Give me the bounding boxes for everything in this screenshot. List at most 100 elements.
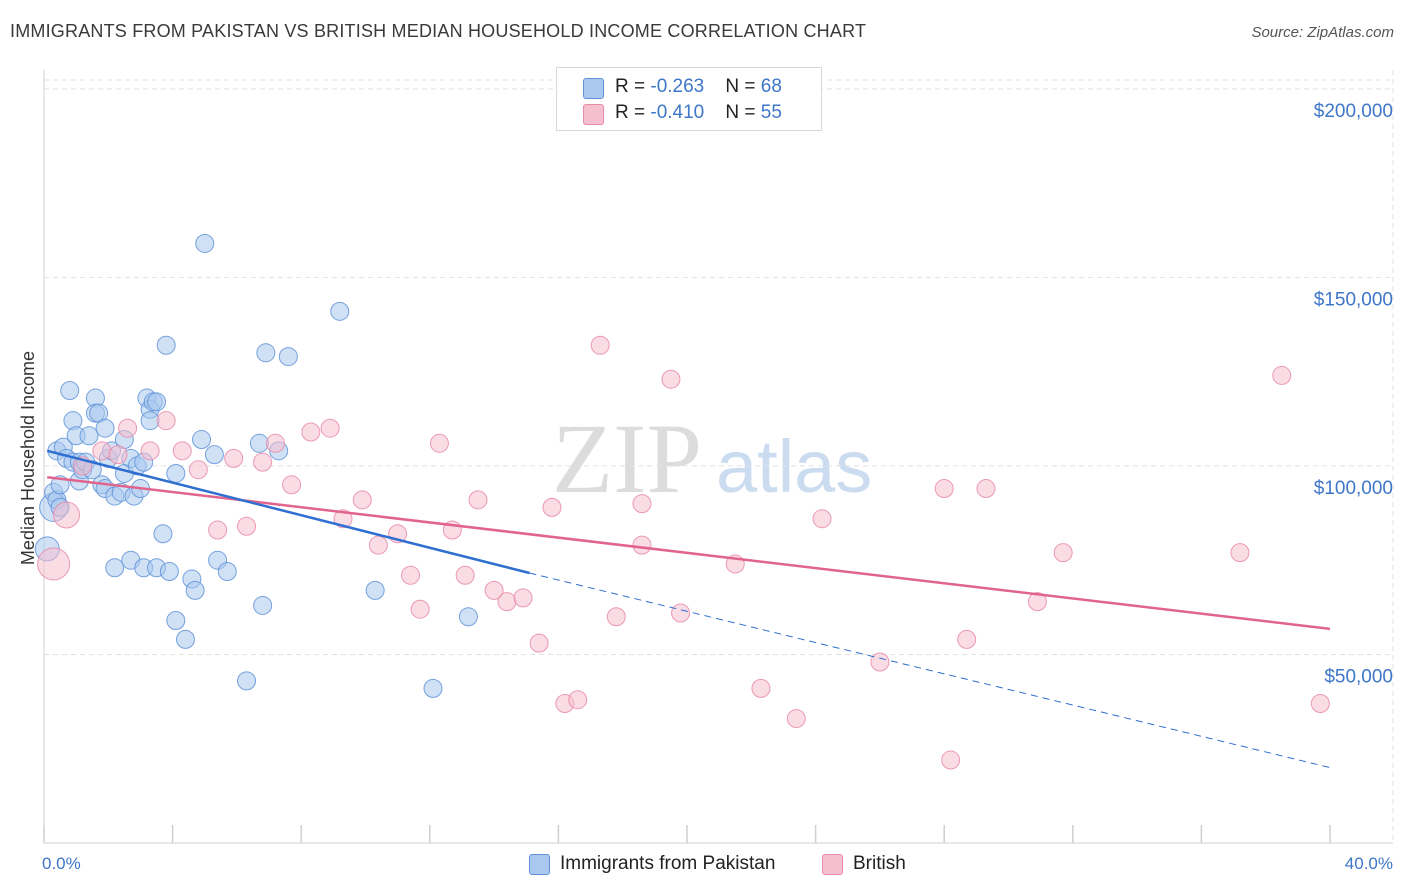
chart-title: IMMIGRANTS FROM PAKISTAN VS BRITISH MEDI… — [10, 21, 867, 41]
legend-swatch-blue — [529, 854, 550, 875]
british-point — [934, 479, 954, 499]
trend-lines — [46, 449, 1331, 769]
british-point — [429, 433, 449, 453]
legend-swatch-pink — [822, 854, 843, 875]
pakistan-point — [249, 433, 269, 453]
british-point — [37, 547, 71, 581]
british-point — [156, 411, 176, 431]
series-legend: Immigrants from Pakistan British — [0, 852, 1406, 878]
british-point — [1053, 543, 1073, 563]
pakistan-point — [195, 233, 215, 253]
pakistan-point — [217, 562, 237, 582]
r-label: R = — [615, 102, 651, 123]
pakistan-point — [105, 558, 125, 578]
british-point — [320, 418, 340, 438]
british-point — [812, 509, 832, 529]
y-tick-label: $150,000 — [1314, 289, 1393, 310]
british-point — [410, 599, 430, 619]
british-point — [606, 607, 626, 627]
pakistan-point — [253, 595, 273, 615]
british-point — [301, 422, 321, 442]
british-point — [92, 441, 112, 461]
british-point — [484, 580, 504, 600]
correlation-legend: R = -0.263 N = 68 R = -0.410 N = 55 — [556, 67, 822, 131]
y-tick-labels: $50,000 $100,000 $150,000 $200,000 — [1314, 101, 1393, 688]
y-tick-label: $50,000 — [1324, 666, 1393, 687]
pakistan-point — [278, 347, 298, 367]
british-point — [401, 565, 421, 585]
y-tick-label: $100,000 — [1314, 478, 1393, 499]
british-point — [786, 709, 806, 729]
y-tick-label: $200,000 — [1314, 101, 1393, 122]
british-point — [671, 603, 691, 623]
pakistan-point — [204, 445, 224, 465]
british-point — [661, 369, 681, 389]
watermark-atlas: atlas — [716, 425, 872, 508]
pakistan-point — [166, 463, 186, 483]
british-point — [529, 633, 549, 653]
pakistan-point — [256, 343, 276, 363]
r-value: -0.263 — [650, 76, 705, 97]
pakistan-point — [185, 580, 205, 600]
series-pakistan-points — [34, 233, 478, 698]
series-british-points — [37, 335, 1330, 770]
british-point — [941, 750, 961, 770]
british-point — [208, 520, 228, 540]
british-point — [632, 494, 652, 514]
british-point — [976, 479, 996, 499]
pakistan-point — [156, 335, 176, 355]
n-label: N = — [725, 102, 761, 123]
chart-source: Source: ZipAtlas.com — [1251, 24, 1394, 41]
y-axis-label: Median Household Income — [18, 351, 38, 565]
pakistan-point — [237, 671, 257, 691]
british-point — [1272, 365, 1292, 385]
british-point — [568, 690, 588, 710]
british-point — [172, 441, 192, 461]
pakistan-point — [60, 381, 80, 401]
legend-label-pakistan: Immigrants from Pakistan — [560, 853, 776, 874]
british-point — [751, 678, 771, 698]
british-point — [468, 490, 488, 510]
r-label: R = — [615, 76, 651, 97]
x-tick-labels: 0.0% 40.0% — [42, 854, 1393, 873]
british-point — [590, 335, 610, 355]
british-point — [542, 497, 562, 517]
pakistan-point — [192, 430, 212, 450]
british-point — [870, 652, 890, 672]
british-point — [282, 475, 302, 495]
british-point — [140, 441, 160, 461]
british-point — [957, 629, 977, 649]
pakistan-trend-extension — [529, 572, 1331, 769]
axes — [43, 70, 1393, 844]
british-point — [265, 433, 285, 453]
watermark: ZIP atlas — [552, 403, 872, 514]
n-value: 55 — [760, 102, 782, 123]
pakistan-point — [140, 411, 160, 431]
british-point — [188, 460, 208, 480]
british-point — [118, 418, 138, 438]
british-trend-line — [47, 475, 1331, 631]
british-point — [368, 535, 388, 555]
british-point — [1027, 592, 1047, 612]
pakistan-point — [458, 607, 478, 627]
pakistan-point — [95, 418, 115, 438]
pakistan-point — [175, 629, 195, 649]
british-point — [53, 501, 81, 529]
british-point — [632, 535, 652, 555]
british-point — [237, 516, 257, 536]
n-label: N = — [725, 76, 761, 97]
british-point — [1310, 693, 1330, 713]
r-value: -0.410 — [650, 102, 705, 123]
british-point — [108, 445, 128, 465]
n-value: 68 — [760, 76, 782, 97]
pakistan-point — [365, 580, 385, 600]
british-point — [497, 592, 517, 612]
gridlines — [44, 70, 1394, 843]
british-point — [1230, 543, 1250, 563]
pakistan-point — [159, 562, 179, 582]
x-tick-label: 40.0% — [1345, 854, 1393, 873]
pakistan-trend-line — [46, 449, 530, 575]
british-point — [253, 452, 273, 472]
pakistan-point — [147, 392, 167, 412]
